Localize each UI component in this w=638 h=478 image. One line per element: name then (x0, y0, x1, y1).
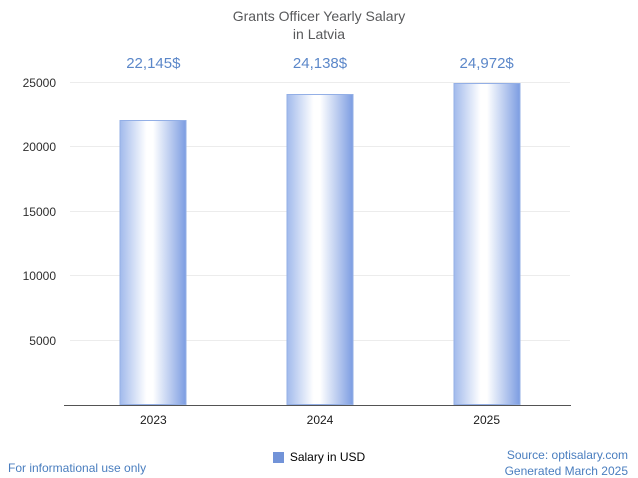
x-axis-tick-label: 2023 (139, 413, 167, 427)
gridline (70, 82, 570, 83)
y-axis-tick-label: 20000 (22, 140, 56, 155)
bar-2025 (453, 83, 521, 405)
footer-generated-line: Generated March 2025 (504, 464, 628, 478)
bar-value-label: 24,138$ (292, 55, 348, 72)
footer-source: Source: optisalary.com Generated March 2… (505, 447, 628, 478)
legend-swatch-icon (272, 451, 284, 463)
bar-value-label: 22,145$ (126, 55, 181, 72)
chart-title: Grants Officer Yearly Salary in Latvia (0, 7, 638, 43)
bar-value-label: 24,972$ (459, 55, 514, 72)
plot-area (70, 82, 570, 405)
y-axis-tick-label: 5000 (29, 333, 56, 348)
bar-2023 (119, 119, 187, 405)
legend-label: Salary in USD (289, 450, 366, 464)
bar-2024 (286, 94, 354, 405)
x-axis-tick-label: 2025 (473, 413, 501, 427)
x-axis-line (64, 405, 571, 406)
y-axis-tick-label: 10000 (22, 269, 56, 284)
footer-disclaimer: For informational use only (8, 461, 147, 475)
x-axis-ticks: 2023 2024 2025 (70, 413, 570, 429)
y-axis-ticks: 5000 10000 15000 20000 25000 (0, 76, 62, 405)
chart-title-line2: in Latvia (292, 26, 346, 43)
y-axis-tick-label: 25000 (22, 76, 56, 90)
x-axis-tick-label: 2024 (306, 413, 334, 427)
y-axis-tick-label: 15000 (22, 204, 56, 219)
chart-title-line1: Grants Officer Yearly Salary (232, 8, 406, 24)
legend: Salary in USD (0, 450, 638, 464)
footer-source-line: Source: optisalary.com (506, 448, 628, 462)
value-labels: 22,145$ 24,138$ 24,972$ (70, 55, 570, 75)
